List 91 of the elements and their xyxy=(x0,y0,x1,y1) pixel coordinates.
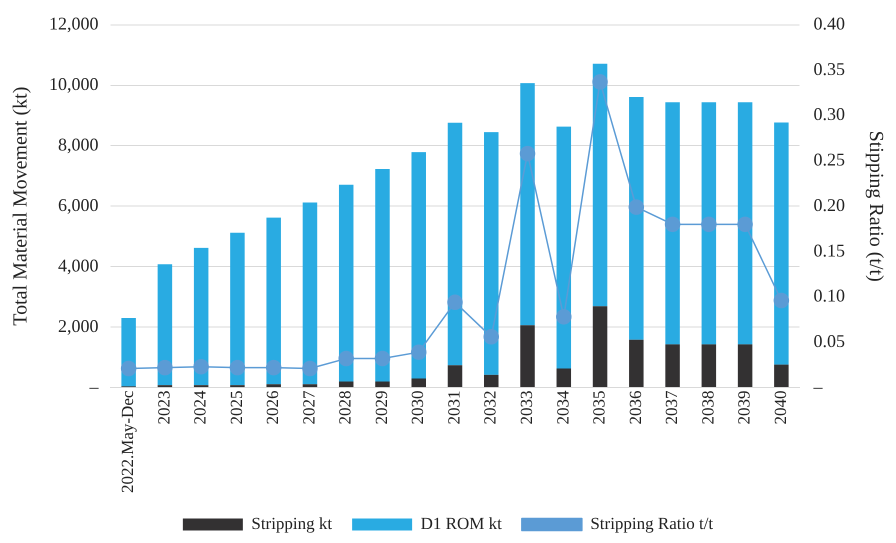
x-tick-label: 2038 xyxy=(698,390,718,425)
x-tick-label: 2027 xyxy=(299,390,318,425)
y2-tick-label: 0.25 xyxy=(814,150,845,170)
y-tick-label: 10,000 xyxy=(49,74,98,94)
bar xyxy=(411,152,426,378)
x-tick-label: 2040 xyxy=(770,390,790,425)
y2-tick-label: 0.20 xyxy=(814,194,845,215)
bar xyxy=(738,344,752,388)
y2-tick-label: 0.15 xyxy=(814,240,845,260)
bar xyxy=(774,122,789,365)
bar xyxy=(520,83,535,326)
point xyxy=(737,216,753,232)
y-tick-label: 2,000 xyxy=(58,316,98,336)
bar xyxy=(592,306,608,388)
bar xyxy=(702,102,716,344)
y-tick-label: 6,000 xyxy=(58,194,98,215)
legend-label: Stripping Ratio t/t xyxy=(590,514,714,533)
legend-label: D1 ROM kt xyxy=(420,514,502,533)
point xyxy=(193,358,209,374)
point xyxy=(410,344,426,360)
bar xyxy=(302,384,318,388)
y2-tick-label: – xyxy=(812,376,824,396)
x-tick-label: 2031 xyxy=(444,390,464,425)
y2-tick-label: 0.30 xyxy=(814,104,845,124)
bar xyxy=(411,378,426,388)
bar xyxy=(738,102,752,344)
bar xyxy=(484,374,499,388)
point xyxy=(374,350,390,366)
bar xyxy=(484,132,499,375)
point xyxy=(447,294,463,310)
x-tick-label: 2032 xyxy=(480,390,500,425)
point xyxy=(774,292,790,308)
point xyxy=(701,216,717,232)
x-tick-label: 2034 xyxy=(553,390,572,425)
x-tick-label: 2033 xyxy=(516,390,536,425)
y-tick-label: 12,000 xyxy=(49,14,98,34)
bar xyxy=(556,368,572,388)
point xyxy=(266,360,282,376)
x-tick-label: 2026 xyxy=(263,390,282,425)
y-axis-title: Total Material Movement (kt) xyxy=(9,86,32,326)
point xyxy=(302,360,318,376)
bar xyxy=(629,340,644,388)
legend-label: Stripping kt xyxy=(251,514,332,533)
point xyxy=(120,360,136,376)
y-tick-label: 8,000 xyxy=(58,134,98,154)
bar xyxy=(702,344,716,388)
point xyxy=(592,74,608,90)
point xyxy=(520,146,536,162)
y2-tick-label: 0.05 xyxy=(814,330,845,351)
point xyxy=(157,360,173,376)
bar xyxy=(665,102,680,344)
y2-axis-title: Stipping Ratio (t/t) xyxy=(864,130,887,282)
bar xyxy=(194,248,208,386)
bar xyxy=(266,218,281,384)
bar xyxy=(448,122,462,366)
x-tick-label: 2025 xyxy=(226,390,246,425)
bar xyxy=(520,325,535,388)
y-tick-label: – xyxy=(88,376,100,396)
bar xyxy=(230,232,245,386)
bar xyxy=(302,202,318,384)
bar xyxy=(338,382,354,388)
point xyxy=(556,309,572,325)
x-tick-label: 2039 xyxy=(734,390,754,425)
point xyxy=(338,350,354,366)
bar xyxy=(448,365,462,388)
x-tick-label: 2022.May-Dec xyxy=(118,390,138,494)
x-tick-label: 2037 xyxy=(662,390,682,425)
y2-tick-label: 0.35 xyxy=(814,58,845,79)
y2-tick-label: 0.40 xyxy=(814,14,845,34)
x-tick-label: 2024 xyxy=(190,390,210,425)
bar xyxy=(665,344,680,388)
bar xyxy=(375,168,390,382)
point xyxy=(628,199,644,215)
x-tick-label: 2030 xyxy=(408,390,428,425)
bar xyxy=(629,97,644,340)
bar xyxy=(592,64,608,306)
bar xyxy=(375,382,390,388)
point xyxy=(484,329,500,345)
bar xyxy=(338,184,354,382)
x-tick-label: 2035 xyxy=(590,390,609,425)
y-tick-label: 4,000 xyxy=(58,255,98,276)
bar xyxy=(774,364,789,388)
x-tick-label: 2036 xyxy=(626,390,645,425)
x-tick-label: 2028 xyxy=(336,390,355,425)
point xyxy=(664,216,680,232)
y2-tick-label: 0.10 xyxy=(814,286,845,306)
bar xyxy=(266,384,281,388)
bar xyxy=(556,126,572,369)
point xyxy=(230,360,246,376)
x-tick-label: 2023 xyxy=(154,390,174,425)
x-tick-label: 2029 xyxy=(372,390,391,425)
